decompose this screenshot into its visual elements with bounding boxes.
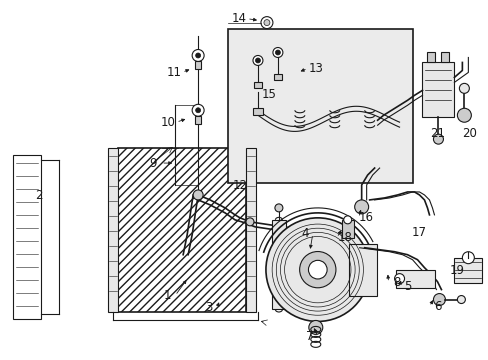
Text: 18: 18 — [337, 231, 351, 244]
Text: 6: 6 — [433, 300, 440, 313]
Text: 2: 2 — [35, 189, 42, 202]
Bar — [427, 53, 435, 62]
Bar — [118, 148, 245, 312]
Circle shape — [432, 293, 445, 306]
Circle shape — [456, 108, 470, 122]
Text: 20: 20 — [461, 127, 476, 140]
Text: 11: 11 — [166, 66, 182, 79]
Text: 21: 21 — [429, 127, 444, 140]
Bar — [13, 155, 41, 319]
Text: 17: 17 — [411, 226, 426, 239]
Circle shape — [462, 252, 473, 264]
Circle shape — [192, 104, 203, 116]
Circle shape — [261, 17, 272, 28]
Circle shape — [193, 190, 203, 200]
Circle shape — [264, 20, 269, 26]
Circle shape — [456, 296, 465, 303]
Circle shape — [195, 53, 200, 58]
Bar — [273, 75, 281, 80]
Circle shape — [308, 320, 322, 334]
Circle shape — [432, 134, 443, 144]
Circle shape — [195, 108, 200, 113]
Bar — [271, 220, 285, 310]
Circle shape — [255, 58, 260, 63]
Text: 19: 19 — [449, 264, 464, 277]
Text: 4: 4 — [301, 227, 308, 240]
Bar — [348, 244, 377, 296]
Circle shape — [458, 84, 468, 93]
Text: 1: 1 — [163, 289, 171, 302]
Text: 9: 9 — [149, 157, 157, 170]
Circle shape — [354, 200, 368, 214]
Text: 3: 3 — [205, 301, 212, 314]
Bar — [245, 148, 255, 312]
Text: 5: 5 — [403, 280, 410, 293]
Text: 10: 10 — [161, 116, 175, 129]
Bar — [341, 220, 353, 238]
Circle shape — [272, 48, 283, 58]
Bar — [195, 62, 201, 69]
Text: 15: 15 — [261, 88, 276, 101]
Circle shape — [245, 218, 253, 226]
Circle shape — [265, 218, 369, 321]
Text: 7: 7 — [305, 330, 313, 343]
Text: 13: 13 — [308, 62, 323, 75]
Text: 16: 16 — [358, 211, 373, 224]
Circle shape — [299, 252, 335, 288]
Bar — [195, 116, 201, 124]
Circle shape — [308, 260, 326, 279]
Bar — [453, 258, 481, 283]
Bar — [422, 62, 453, 117]
Circle shape — [192, 50, 203, 62]
Circle shape — [343, 216, 351, 224]
Text: 14: 14 — [231, 12, 246, 25]
Bar — [395, 270, 435, 288]
Bar — [441, 53, 448, 62]
Bar — [108, 148, 118, 312]
Circle shape — [394, 274, 404, 284]
Circle shape — [275, 50, 280, 55]
Bar — [253, 82, 262, 88]
Text: 12: 12 — [232, 180, 247, 193]
Bar — [252, 108, 263, 115]
Circle shape — [252, 55, 263, 66]
Bar — [227, 28, 412, 183]
Text: 8: 8 — [392, 276, 400, 289]
Circle shape — [274, 204, 283, 212]
